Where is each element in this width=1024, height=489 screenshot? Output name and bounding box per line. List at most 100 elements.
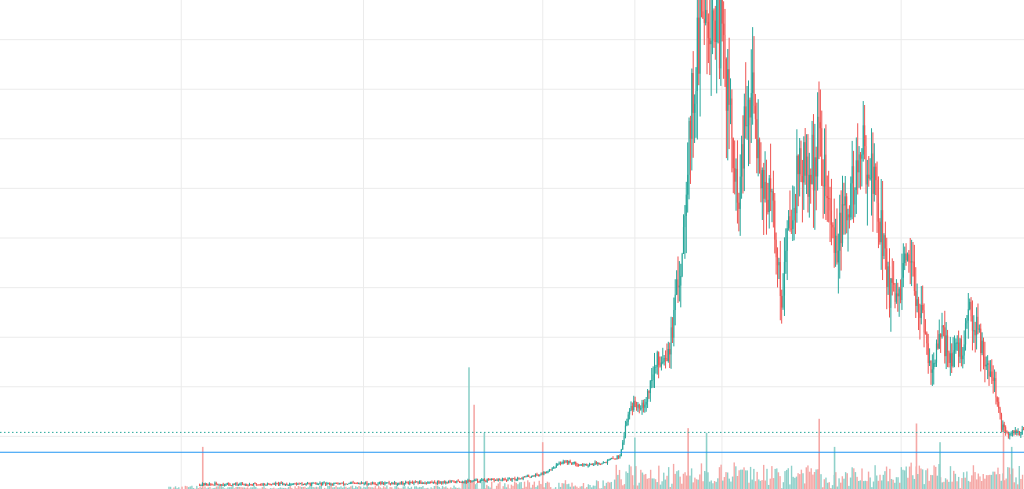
candle-body [789,216,791,229]
volume-bar [548,482,550,489]
candle-body [501,478,504,480]
candle-body [305,484,307,486]
volume-bar [1018,465,1020,489]
volume-bar [554,487,557,489]
candle-body [436,481,439,484]
candle-body [529,476,531,478]
candle-body [490,478,492,480]
candle-body [557,464,559,466]
candle-body [710,40,712,45]
candle-body [457,480,459,482]
candle-body [259,484,262,486]
candle-body [212,484,215,486]
candle-body [944,327,946,357]
candle-body [450,480,452,482]
candle-body [729,98,732,105]
volume-bar [841,476,844,489]
candle-body [909,261,911,263]
candle-body [667,348,669,362]
candle-body [689,120,692,139]
candle-body [810,174,812,185]
candle-body [293,483,295,485]
candle-body [309,483,311,486]
volume-bar [830,487,832,489]
volume-bar [681,483,683,489]
candle-body [790,228,792,230]
candle-body [590,463,592,465]
candle-body [352,482,354,484]
candle-body [895,293,898,302]
candle-body [872,153,874,194]
volume-bar [255,486,257,489]
volume-bar [790,465,793,489]
volume-bar [813,471,816,489]
candle-body [494,479,497,481]
candle-body [623,435,625,443]
volume-bar [684,472,686,489]
candle-body [345,483,347,485]
candle-body [873,166,875,194]
candle-body [854,189,856,205]
candle-body [315,482,317,484]
volume-bar [805,467,807,489]
volume-bar [566,484,568,489]
volume-bar [648,478,650,489]
volume-bar [582,483,585,489]
candle-body [926,332,928,344]
candle-body [758,139,761,174]
candle-body [637,404,639,408]
candle-body [881,210,884,256]
volume-bar [422,486,424,489]
volume-bar [740,469,742,489]
candle-body [1017,431,1019,433]
candle-body [718,0,721,69]
candle-body [248,484,251,486]
candle-body [899,288,902,301]
volume-bar [579,486,581,489]
volume-bar [969,481,971,489]
candle-body [615,458,617,460]
candle-body [240,483,242,485]
candle-body [532,475,534,477]
candle-body [219,484,222,486]
candle-body [526,475,528,477]
volume-bar [571,482,573,489]
candle-body [591,463,593,466]
candle-body [905,253,907,261]
candle-body [706,9,708,22]
volume-bar [545,482,547,489]
volume-bar [779,476,781,489]
candle-body [298,483,300,485]
candlesticks[interactable] [199,0,1024,487]
candle-body [822,185,824,187]
candle-body [928,360,931,364]
volume-bar [284,487,286,489]
candle-body [776,257,779,266]
volume-bar [735,466,737,489]
candle-body [1003,424,1005,428]
volume-bar [840,482,842,489]
volume-bar [318,485,321,489]
volume-bar [994,471,996,489]
candle-body [420,481,422,484]
candle-body [312,482,314,484]
volume-bar [623,484,626,489]
candle-body [739,176,741,209]
candle-body [416,481,418,483]
candle-body [1002,424,1004,430]
candle-body [334,482,336,484]
volume-bar [733,462,735,489]
volume-bar [876,475,878,489]
candle-body [760,173,762,189]
volume-bar [345,486,347,489]
volume-bar [1013,482,1016,489]
candle-body [308,482,310,484]
volume-bar [669,487,672,489]
candle-body [302,483,304,485]
candle-body [1007,432,1009,436]
volume-bar [561,483,563,489]
volume-spike [939,442,941,489]
